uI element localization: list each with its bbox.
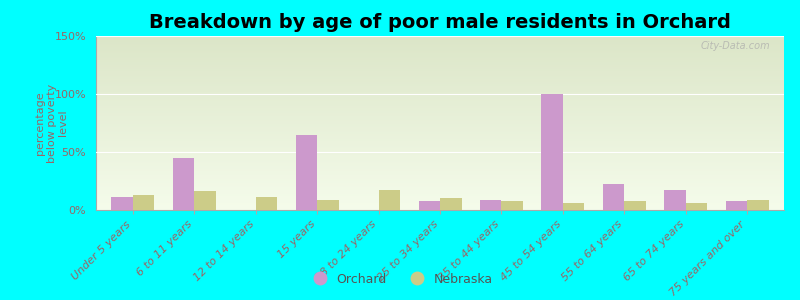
Bar bbox=[480, 200, 502, 210]
Bar bbox=[111, 197, 133, 210]
Bar bbox=[194, 191, 216, 210]
Text: City-Data.com: City-Data.com bbox=[701, 41, 770, 51]
Bar bbox=[317, 200, 338, 210]
Bar bbox=[296, 135, 317, 210]
Bar bbox=[502, 201, 523, 210]
Bar bbox=[686, 203, 707, 210]
Bar bbox=[133, 195, 154, 210]
Bar bbox=[664, 190, 686, 210]
Bar bbox=[418, 201, 440, 210]
Bar bbox=[542, 94, 563, 210]
Bar bbox=[563, 203, 584, 210]
Legend: Orchard, Nebraska: Orchard, Nebraska bbox=[302, 268, 498, 291]
Bar bbox=[602, 184, 624, 210]
Bar bbox=[256, 197, 278, 210]
Bar bbox=[624, 201, 646, 210]
Bar bbox=[747, 200, 769, 210]
Title: Breakdown by age of poor male residents in Orchard: Breakdown by age of poor male residents … bbox=[149, 13, 731, 32]
Bar bbox=[440, 198, 462, 210]
Bar bbox=[378, 190, 400, 210]
Bar bbox=[726, 201, 747, 210]
Y-axis label: percentage
below poverty
level: percentage below poverty level bbox=[35, 83, 69, 163]
Bar bbox=[173, 158, 194, 210]
